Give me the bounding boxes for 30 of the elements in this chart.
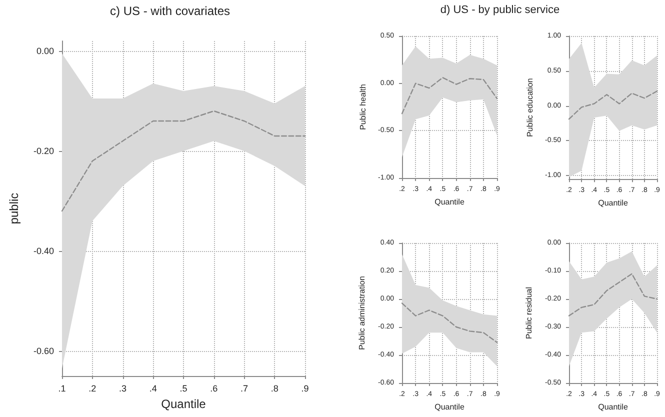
y-tick-label: 0.00 <box>36 46 54 56</box>
line-series <box>568 90 658 120</box>
x-tick-label: .1 <box>58 384 66 394</box>
line-series <box>568 273 658 316</box>
x-tick-label: .6 <box>210 384 218 394</box>
line-series <box>401 302 498 343</box>
x-tick-label: .4 <box>149 384 157 394</box>
y-axis-title: Public residual <box>524 286 534 340</box>
chart-title: c) US - with covariates <box>108 4 232 18</box>
x-axis-title: Quantile <box>434 197 465 206</box>
x-tick-label: .5 <box>180 384 188 394</box>
x-tick-label: .2 <box>88 384 96 394</box>
line-series <box>401 77 498 114</box>
x-axis-title: Quantile <box>434 402 465 412</box>
line-series <box>61 110 306 212</box>
x-tick-label: .8 <box>270 384 278 394</box>
y-tick-label: -0.20 <box>33 146 54 156</box>
chart-title: d) US - by public service <box>439 4 561 16</box>
y-axis-title: Public education <box>526 78 535 137</box>
y-axis-title: Public administration <box>358 276 366 350</box>
x-tick-label: .9 <box>301 384 309 394</box>
x-axis-title: Quantile <box>598 402 628 412</box>
y-axis-title: public <box>7 192 21 224</box>
x-axis-title: Quantile <box>161 396 206 411</box>
x-tick-label: .7 <box>240 384 248 394</box>
x-axis-title: Quantile <box>598 198 628 208</box>
x-tick-label: .3 <box>118 384 127 394</box>
y-tick-label: -0.40 <box>33 246 54 256</box>
y-axis-title: Public health <box>358 84 368 130</box>
y-tick-label: -0.60 <box>33 346 54 356</box>
